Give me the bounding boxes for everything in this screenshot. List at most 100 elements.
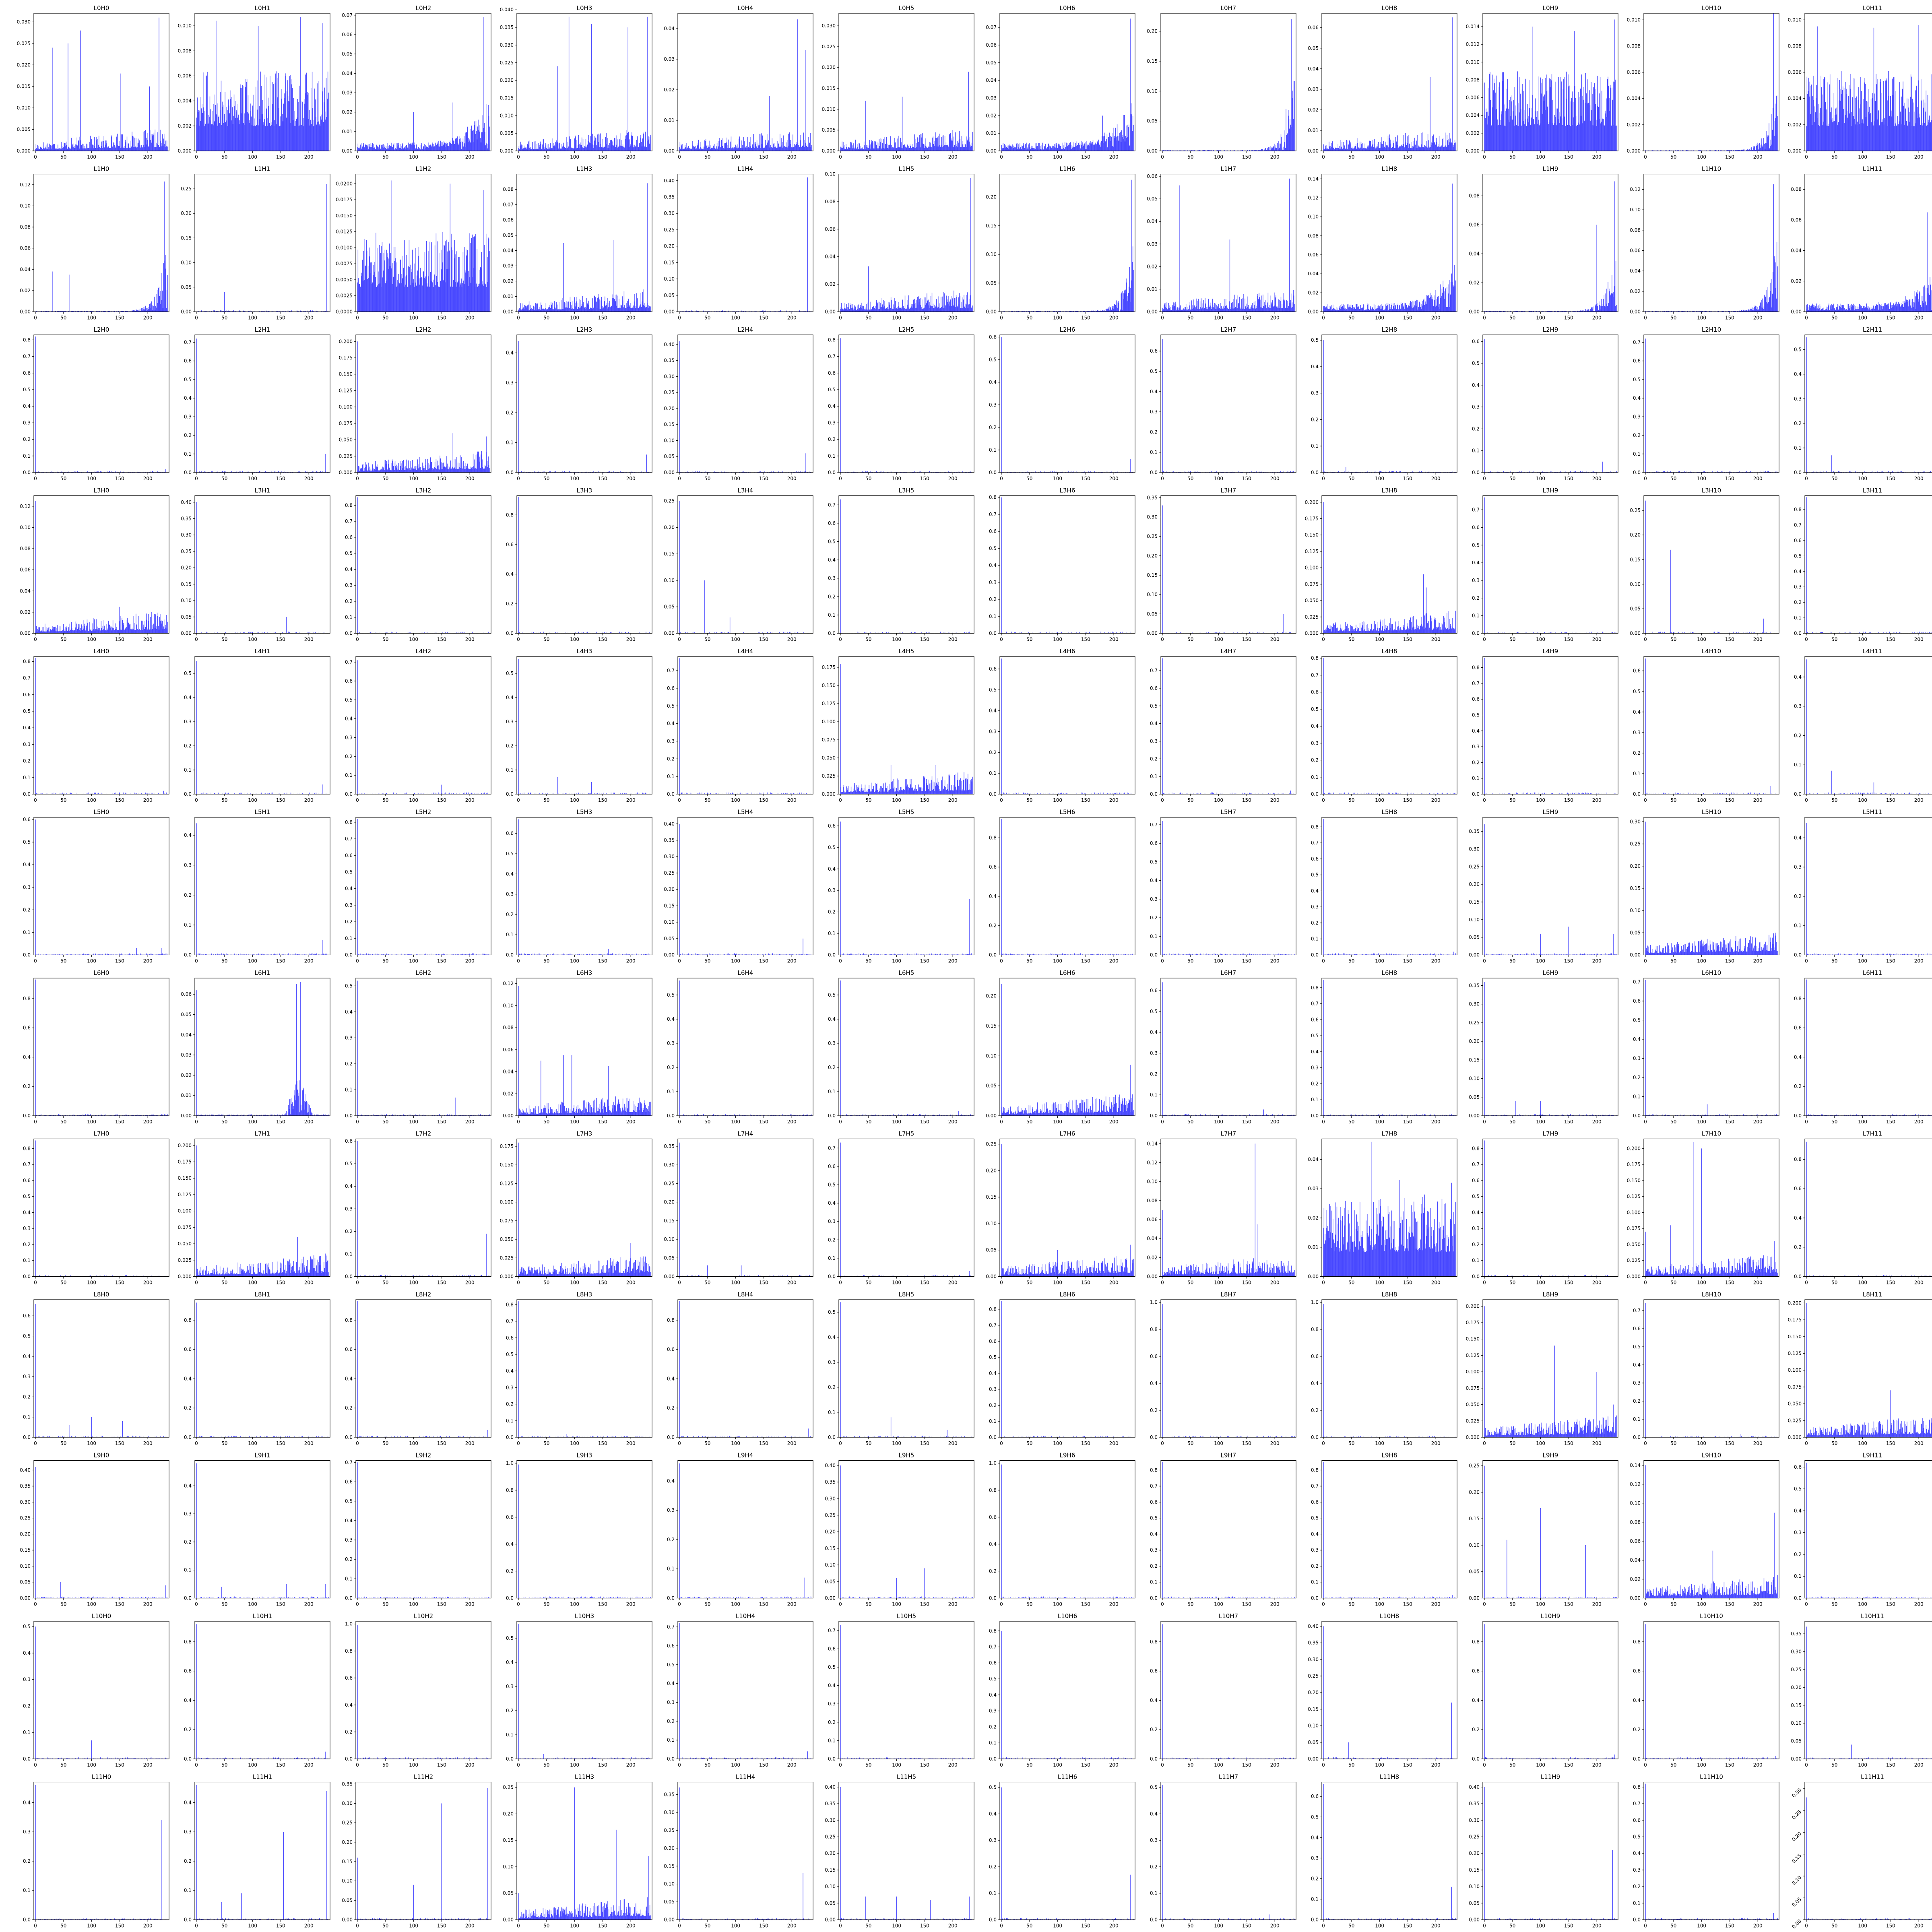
bar: [273, 84, 274, 151]
bar: [590, 143, 591, 151]
bar: [375, 149, 376, 151]
bar: [595, 138, 596, 151]
bar: [255, 126, 256, 151]
bar: [284, 93, 285, 151]
bar: [564, 147, 565, 151]
bar: [1097, 141, 1098, 151]
bar: [539, 145, 540, 151]
bar: [865, 101, 866, 151]
bar-series: [357, 17, 489, 151]
bar: [903, 145, 904, 151]
bar: [1274, 144, 1275, 151]
bar: [480, 138, 481, 151]
bar: [61, 142, 62, 151]
bar: [485, 145, 486, 151]
bar: [794, 144, 795, 151]
bar: [1012, 144, 1013, 151]
bar: [577, 148, 578, 151]
bar: [909, 148, 910, 151]
bar: [396, 149, 397, 151]
bar: [625, 136, 626, 151]
bar: [98, 145, 99, 151]
bar: [1025, 144, 1026, 151]
bar: [902, 148, 903, 151]
bar: [740, 148, 741, 151]
bar: [257, 109, 258, 151]
bar: [765, 140, 766, 151]
bar: [326, 117, 327, 151]
bar: [208, 115, 209, 151]
bar: [923, 144, 924, 151]
bar: [274, 120, 275, 151]
bar: [1262, 149, 1263, 151]
bar: [563, 143, 564, 151]
bar: [1102, 116, 1103, 151]
bar: [122, 134, 123, 151]
bar: [327, 99, 328, 151]
bar: [614, 138, 615, 151]
bar: [315, 99, 316, 151]
subplot-L0H3: L0H30 50 100 150 2000.0000.0050.0100.0150.02…: [500, 4, 652, 160]
bar: [889, 145, 890, 151]
bar: [454, 144, 455, 151]
x-tick-label: 0: [195, 154, 198, 160]
bar: [266, 109, 267, 151]
bar: [258, 125, 259, 151]
bar: [366, 145, 367, 151]
bar: [542, 144, 543, 151]
bar: [1087, 145, 1088, 151]
bar: [1089, 143, 1090, 151]
bar: [742, 145, 743, 151]
bar: [1026, 143, 1027, 151]
bar: [918, 142, 919, 151]
bar: [1053, 146, 1054, 151]
bar: [901, 142, 902, 151]
bar: [422, 149, 423, 151]
bar: [900, 138, 901, 151]
bar: [406, 145, 407, 151]
bar: [718, 147, 719, 151]
bar: [84, 149, 85, 151]
bar: [214, 121, 215, 151]
bar: [467, 127, 468, 151]
bar: [358, 148, 359, 151]
bar: [36, 148, 37, 151]
bar: [408, 143, 409, 151]
bar: [702, 149, 703, 151]
bar: [969, 142, 970, 151]
bar: [1088, 145, 1089, 151]
bar: [447, 143, 448, 151]
bar: [1033, 148, 1034, 151]
bar: [703, 149, 704, 151]
bar: [73, 147, 74, 151]
bar: [166, 146, 167, 151]
bar: [1117, 136, 1118, 151]
bar: [1030, 149, 1031, 151]
bar: [359, 148, 360, 151]
bar: [125, 140, 126, 151]
bar: [476, 131, 477, 151]
bar: [882, 143, 883, 151]
bar: [1057, 148, 1058, 151]
bar: [1292, 91, 1293, 151]
bar: [261, 86, 262, 151]
bar: [530, 147, 531, 151]
bar: [135, 147, 136, 151]
bar: [634, 145, 635, 151]
bar: [761, 133, 762, 151]
bar: [369, 147, 370, 151]
x-tick-label: 100: [248, 154, 257, 160]
bar: [148, 147, 149, 151]
bar: [549, 147, 550, 151]
bar: [848, 147, 849, 151]
bar: [527, 144, 528, 151]
bar: [1049, 146, 1050, 151]
x-tick-label: 100: [87, 154, 96, 160]
bar: [786, 147, 787, 151]
bar: [547, 149, 548, 151]
bar: [376, 145, 377, 151]
subplot-L0H4: L0H40 50 100 150 2000.000.010.020.030.04: [664, 4, 813, 160]
bar: [147, 140, 148, 151]
y-tick-label: 0.030: [822, 23, 836, 29]
